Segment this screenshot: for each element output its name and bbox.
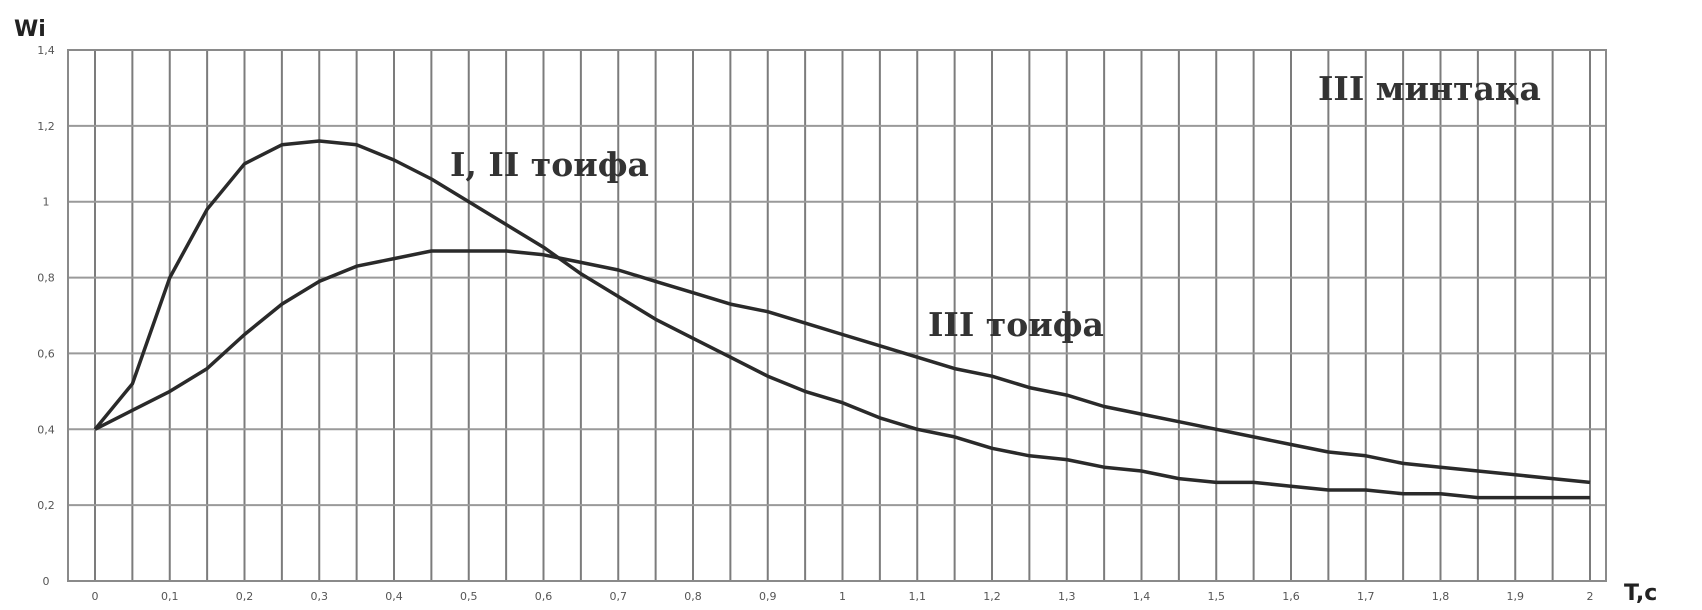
y-tick-label: 0,2	[37, 499, 55, 512]
y-tick-label: 0,4	[37, 423, 55, 436]
x-tick-label: 0,4	[385, 590, 403, 603]
y-axis-title: Wi	[14, 17, 46, 42]
x-tick-label: 2	[1587, 590, 1594, 603]
x-tick-label: 0,7	[610, 590, 628, 603]
x-tick-label: 0,6	[535, 590, 553, 603]
x-tick-label: 0,8	[684, 590, 702, 603]
x-tick-label: 1,3	[1058, 590, 1076, 603]
x-tick-label: 1,9	[1507, 590, 1525, 603]
y-tick-label: 0	[43, 575, 50, 588]
annotation-series-1: I, II тоифа	[450, 145, 649, 184]
y-tick-label: 1,2	[37, 120, 55, 133]
plot-frame	[67, 49, 1607, 582]
y-tick-label: 1	[43, 196, 50, 209]
x-tick-label: 0,2	[236, 590, 254, 603]
x-tick-labels: 0 0,1 0,2 0,3 0,4 0,5 0,6 0,7 0,8 0,9 1 1,1 1,2 1,3 1,…	[92, 590, 1594, 603]
x-tick-label: 0,3	[311, 590, 329, 603]
x-tick-label: 1,6	[1282, 590, 1300, 603]
y-tick-label: 1,4	[37, 44, 55, 57]
series-lines	[93, 139, 1591, 500]
x-tick-label: 1,7	[1357, 590, 1375, 603]
y-tick-labels: 0 0,2 0,4 0,6 0,8 1 1,2 1,4	[37, 44, 55, 588]
annotation-series-2: III тоифа	[928, 305, 1104, 344]
y-tick-label: 0,6	[37, 347, 55, 360]
x-tick-label: 0	[92, 590, 99, 603]
x-tick-label: 1,8	[1432, 590, 1450, 603]
x-tick-label: 0,5	[460, 590, 478, 603]
horizontal-gridlines	[68, 49, 1606, 582]
x-tick-label: 1,5	[1208, 590, 1226, 603]
y-tick-label: 0,8	[37, 272, 55, 285]
x-axis-title: T,c	[1624, 581, 1657, 606]
x-tick-label: 1,1	[909, 590, 927, 603]
x-tick-label: 1	[839, 590, 846, 603]
x-tick-label: 0,9	[759, 590, 777, 603]
x-tick-label: 1,4	[1133, 590, 1151, 603]
annotation-region: III минтақа	[1318, 69, 1541, 108]
vertical-gridlines	[94, 50, 1591, 581]
series-line-1	[93, 139, 1590, 500]
series-line-2	[94, 249, 1591, 485]
x-tick-label: 1,2	[983, 590, 1001, 603]
x-tick-label: 0,1	[161, 590, 179, 603]
